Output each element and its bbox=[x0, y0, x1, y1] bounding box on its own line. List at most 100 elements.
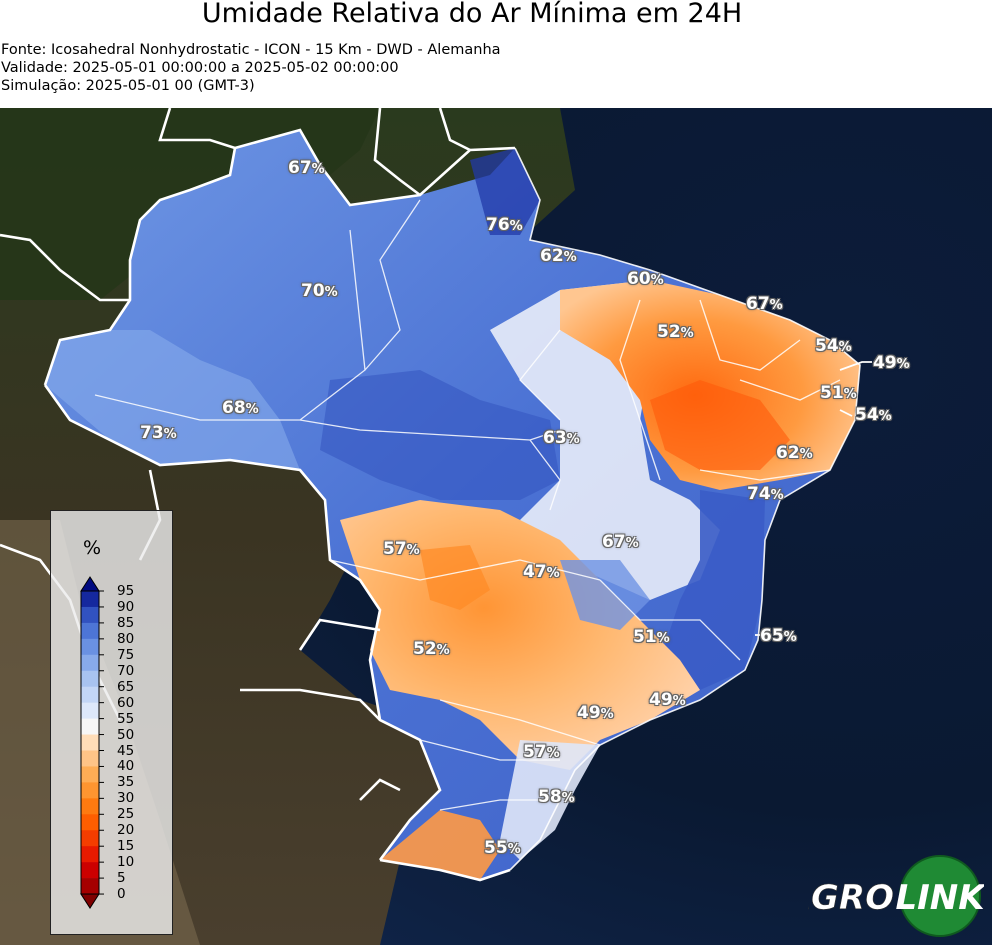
humidity-label-value: 49 bbox=[577, 703, 601, 723]
humidity-label: 67% bbox=[602, 532, 639, 552]
humidity-label: 49% bbox=[873, 353, 910, 373]
legend-tick-label: 30 bbox=[117, 790, 135, 807]
humidity-label: 49% bbox=[577, 703, 614, 723]
humidity-label-unit: % bbox=[838, 340, 852, 355]
humidity-label-value: 70 bbox=[301, 281, 325, 301]
humidity-label-value: 54 bbox=[815, 336, 839, 356]
country-borders bbox=[0, 108, 516, 882]
humidity-label-value: 57 bbox=[383, 539, 407, 559]
humidity-label: 58% bbox=[538, 787, 575, 807]
colorbar-bottom-arrow bbox=[80, 893, 100, 909]
legend-tick-label: 95 bbox=[117, 583, 135, 599]
logo-text-right: LINK bbox=[895, 878, 984, 918]
humidity-label-value: 74 bbox=[747, 484, 771, 504]
humidity-label: 63% bbox=[543, 428, 580, 448]
humidity-label-value: 73 bbox=[140, 423, 164, 443]
humidity-label: 54% bbox=[815, 336, 852, 356]
humidity-label-value: 49 bbox=[649, 690, 673, 710]
humidity-label-value: 51 bbox=[633, 627, 657, 647]
humidity-label-unit: % bbox=[656, 631, 670, 646]
humidity-label-unit: % bbox=[311, 162, 325, 177]
humidity-label-unit: % bbox=[324, 285, 338, 300]
humidity-label: 57% bbox=[523, 742, 560, 762]
humidity-label-unit: % bbox=[896, 357, 910, 372]
colorbar-segment bbox=[81, 782, 99, 799]
humidity-label: 76% bbox=[486, 215, 523, 235]
humidity-label: 70% bbox=[301, 281, 338, 301]
legend-panel: % 95 90 85 80 75 70 65 60 55 50 45 40 35 30 25 20 15 10 5 0 bbox=[50, 510, 173, 935]
humidity-label: 49% bbox=[649, 690, 686, 710]
humidity-label-value: 52 bbox=[413, 639, 437, 659]
humidity-label-value: 58 bbox=[538, 787, 562, 807]
humidity-label-unit: % bbox=[245, 402, 259, 417]
colorbar-segment bbox=[81, 638, 99, 656]
humidity-label-unit: % bbox=[769, 298, 783, 313]
legend-unit: % bbox=[83, 537, 102, 559]
legend-tick-label: 20 bbox=[117, 822, 135, 839]
humidity-label: 60% bbox=[627, 269, 664, 289]
colorbar-segment bbox=[81, 670, 99, 687]
humidity-label-value: 67 bbox=[602, 532, 626, 552]
humidity-label-value: 55 bbox=[484, 838, 508, 858]
humidity-label: 51% bbox=[820, 383, 857, 403]
humidity-label-unit: % bbox=[878, 409, 892, 424]
humidity-label-value: 49 bbox=[873, 353, 897, 373]
legend-tick-label: 65 bbox=[117, 678, 135, 695]
colorbar-segment bbox=[81, 606, 99, 624]
humidity-label-value: 47 bbox=[523, 562, 547, 582]
legend-tick-label: 85 bbox=[117, 614, 135, 631]
humidity-label-unit: % bbox=[680, 326, 694, 341]
humidity-label-unit: % bbox=[546, 566, 560, 581]
humidity-label-value: 52 bbox=[657, 322, 681, 342]
humidity-label-unit: % bbox=[799, 447, 813, 462]
humidity-label-value: 67 bbox=[288, 158, 312, 178]
colorbar-segment bbox=[81, 734, 99, 751]
colorbar-segment bbox=[81, 622, 99, 640]
logo-circle bbox=[900, 856, 980, 936]
source-text: Fonte: Icosahedral Nonhydrostatic - ICON… bbox=[1, 42, 501, 58]
humidity-label-unit: % bbox=[436, 643, 450, 658]
humidity-label-value: 63 bbox=[543, 428, 567, 448]
legend-tick-label: 0 bbox=[117, 886, 126, 903]
legend-tick-label: 50 bbox=[117, 726, 135, 743]
legend-tick-label: 75 bbox=[117, 646, 135, 663]
humidity-label: 62% bbox=[776, 443, 813, 463]
humidity-label-unit: % bbox=[163, 427, 177, 442]
humidity-label-value: 67 bbox=[746, 294, 770, 314]
humidity-label-unit: % bbox=[566, 432, 580, 447]
legend-tick-label: 55 bbox=[117, 710, 135, 727]
humidity-label-value: 62 bbox=[540, 246, 564, 266]
colorbar-top-arrow bbox=[80, 576, 100, 592]
agrolink-logo: AGRO LINK bbox=[808, 855, 984, 937]
humidity-label: 52% bbox=[657, 322, 694, 342]
humidity-label: 57% bbox=[383, 539, 420, 559]
humidity-label: 51% bbox=[633, 627, 670, 647]
colorbar-segment bbox=[81, 766, 99, 783]
colorbar-segment bbox=[81, 718, 99, 735]
humidity-label: 47% bbox=[523, 562, 560, 582]
colorbar-segment bbox=[81, 878, 99, 895]
colorbar bbox=[80, 576, 104, 909]
humidity-label-unit: % bbox=[563, 250, 577, 265]
colorbar-outline bbox=[80, 590, 100, 895]
legend-tick-label: 70 bbox=[117, 662, 135, 679]
state-borders bbox=[94, 199, 841, 811]
legend-tick-label: 90 bbox=[117, 598, 135, 615]
humidity-label-value: 68 bbox=[222, 398, 246, 418]
humidity-map: 67% 76% 62% 60% 67% 70% 52% 54% 49% 51% 54% 68% 73% 6… bbox=[0, 108, 992, 945]
colorbar-segment bbox=[81, 862, 99, 879]
humidity-label-value: 76 bbox=[486, 215, 510, 235]
page-title: Umidade Relativa do Ar Mínima em 24H bbox=[201, 0, 743, 29]
humidity-label-value: 57 bbox=[523, 742, 547, 762]
humidity-label: 62% bbox=[540, 246, 577, 266]
humidity-label-unit: % bbox=[783, 630, 797, 645]
legend-tick-label: 80 bbox=[117, 630, 135, 647]
coastline bbox=[509, 147, 861, 871]
simulation-text: Simulação: 2025-05-01 00 (GMT-3) bbox=[1, 78, 255, 94]
legend-tick-label: 60 bbox=[117, 694, 135, 711]
colorbar-segment bbox=[81, 798, 99, 815]
legend-tick-label: 45 bbox=[117, 742, 135, 759]
colorbar-segment bbox=[81, 830, 99, 847]
legend-tick-label: 10 bbox=[117, 854, 135, 871]
humidity-label: 52% bbox=[413, 639, 450, 659]
